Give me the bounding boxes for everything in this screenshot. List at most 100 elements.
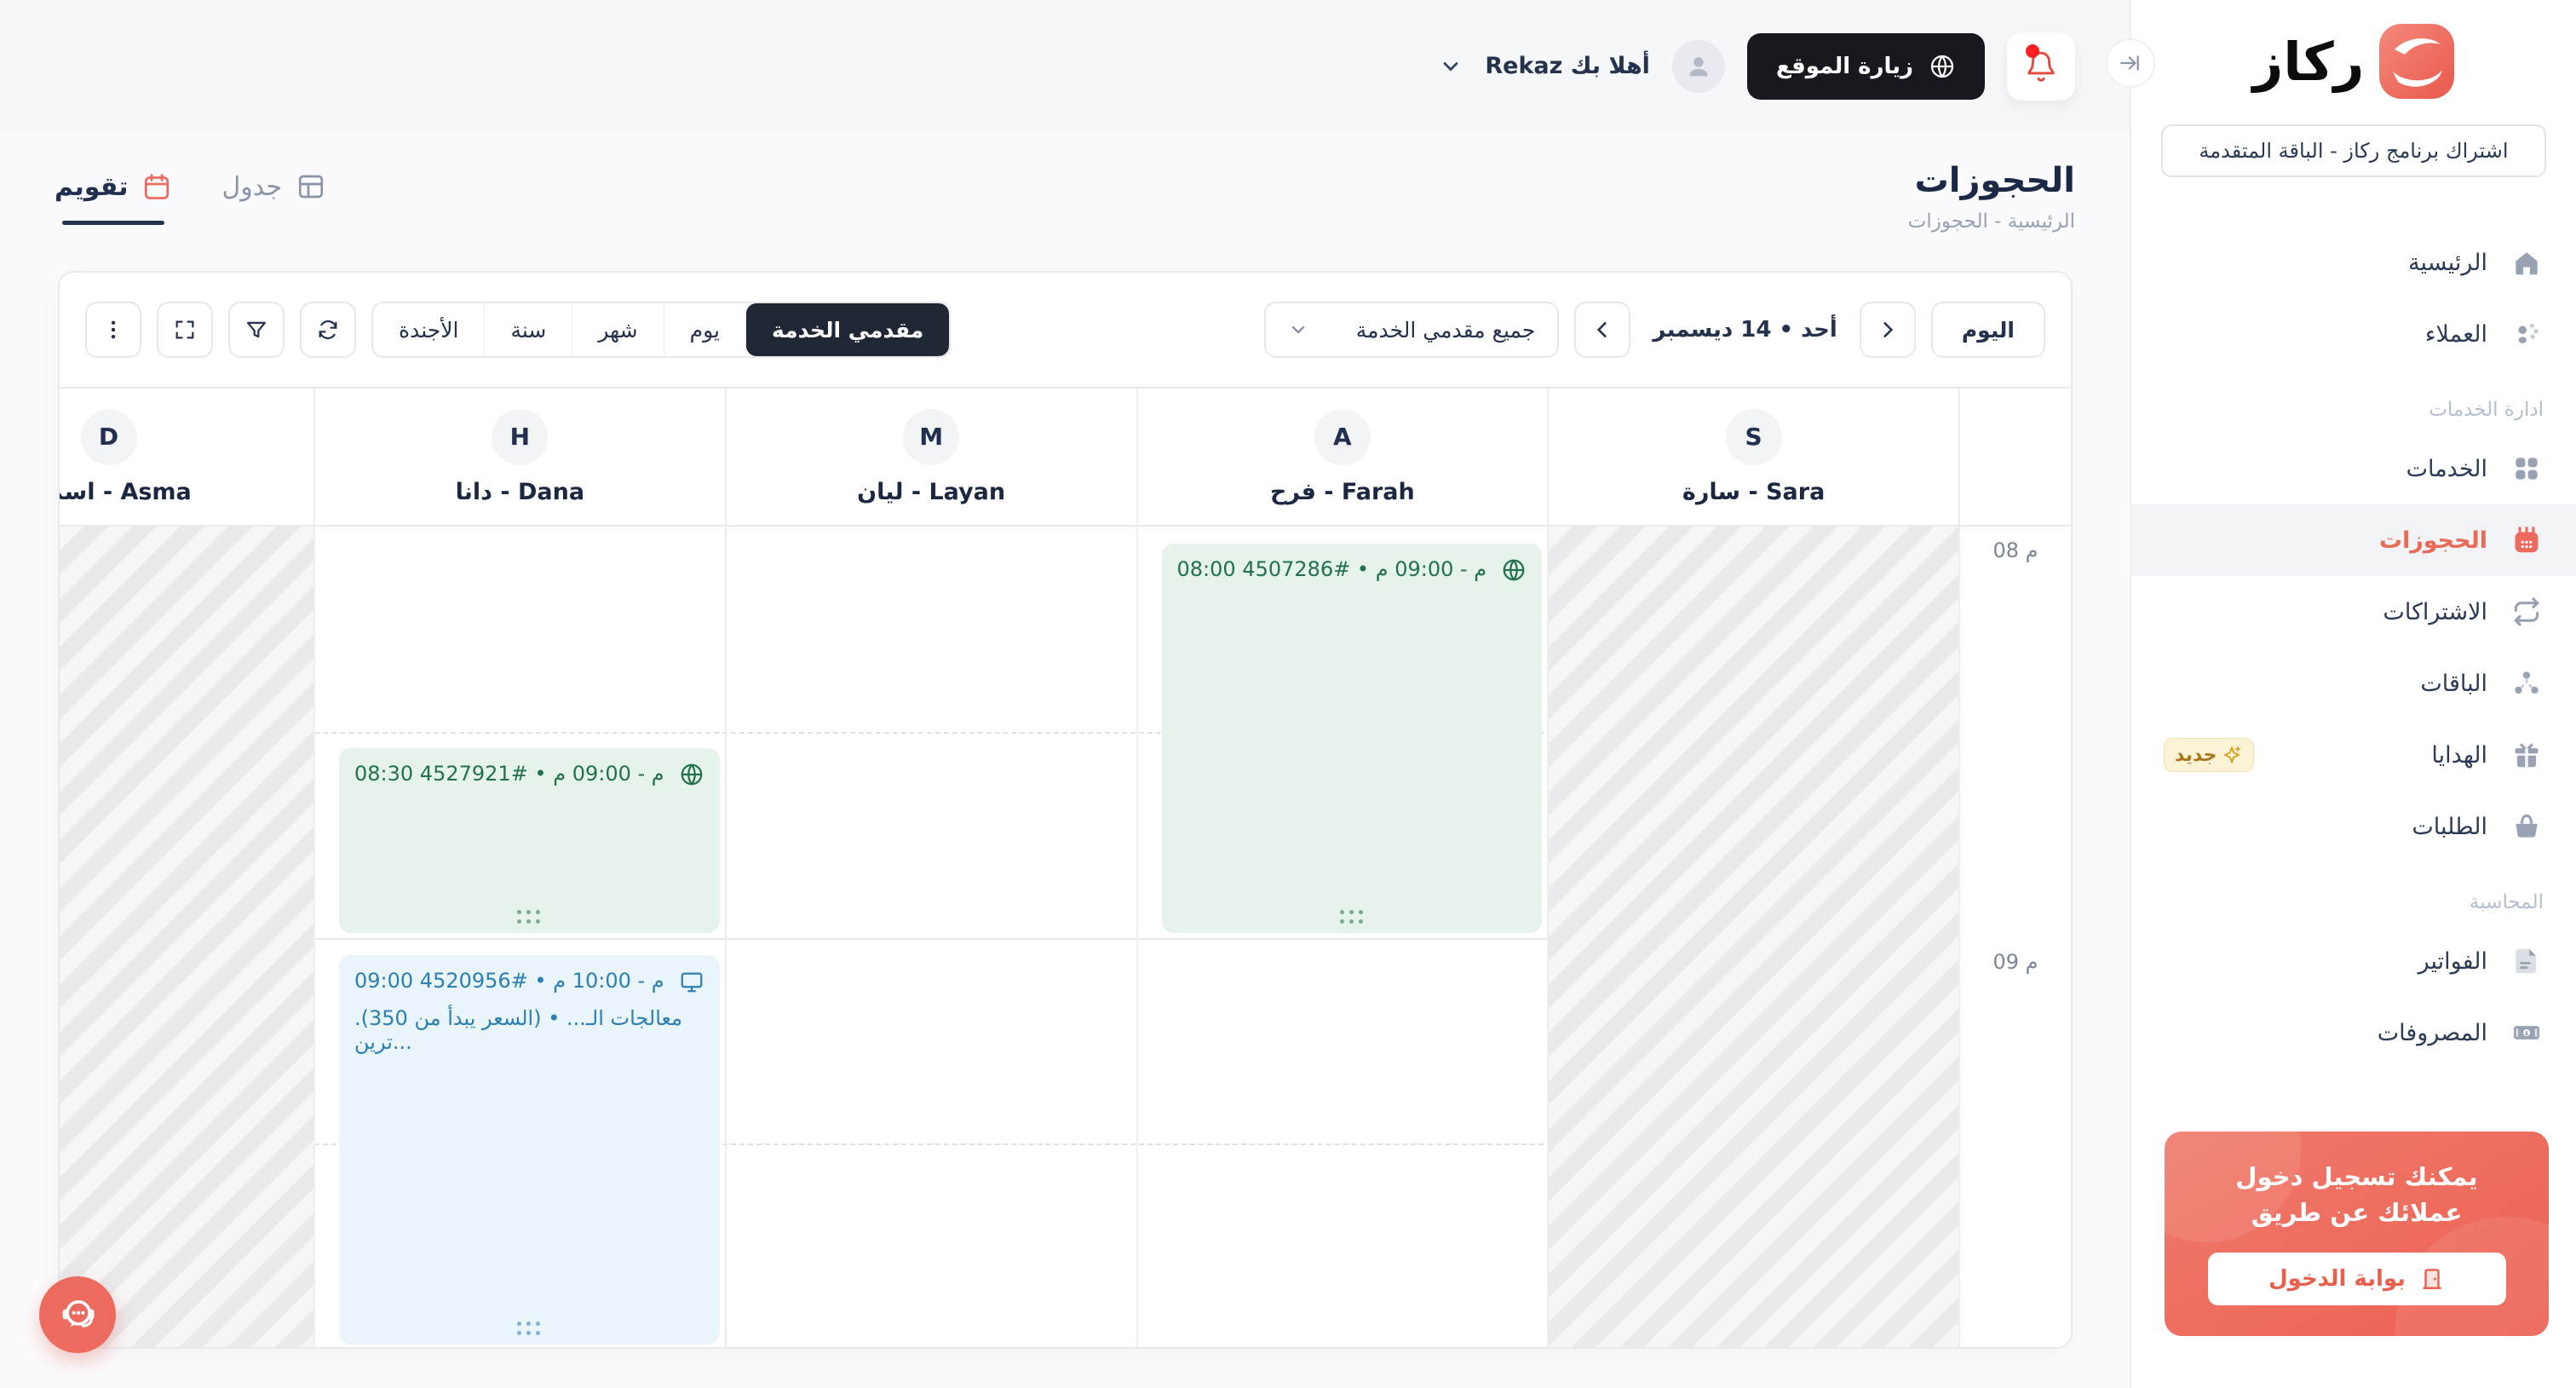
page-head: الحجوزات الرئيسية - الحجوزات	[1908, 161, 2075, 233]
sidebar-item-bookings[interactable]: الحجوزات	[2131, 504, 2576, 576]
column-sara-unavailable[interactable]	[1549, 527, 1960, 1347]
calendar-panel: اليوم أحد • 14 ديسمبر جميع مقدمي الخدمة	[58, 271, 2073, 1349]
sidebar-section-accounting: المحاسبة	[2469, 891, 2544, 913]
greeting-text: أهلا بك Rekaz	[1485, 53, 1650, 79]
time-label-8pm: 08 م	[1992, 538, 2038, 562]
provider-header-sara[interactable]: S سارة - Sara	[1549, 389, 1960, 525]
chevron-down-icon[interactable]	[1439, 55, 1463, 78]
view-mode-agenda[interactable]: الأجندة	[373, 303, 486, 356]
sidebar-item-subscriptions[interactable]: الاشتراكات	[2131, 576, 2576, 648]
provider-header-layan[interactable]: M ليان - Layan	[727, 389, 1138, 525]
booking-details: معالجات الـ... • (السعر يبدأ من 350). تر…	[354, 1006, 682, 1054]
sidebar-item-label: الرئيسية	[2408, 249, 2487, 276]
drag-handle[interactable]	[517, 910, 541, 924]
sidebar-item-gifts[interactable]: الهدايا جديد	[2131, 719, 2576, 791]
provider-header-row: D اسمى - Asma H دانا - Dana M ليان	[60, 389, 2071, 527]
view-mode-day[interactable]: يوم	[664, 303, 746, 356]
booking-card-4507286[interactable]: 08:00 م - 09:00 م • #4507286	[1161, 544, 1543, 933]
view-mode-year[interactable]: سنة	[485, 303, 573, 356]
provider-name: دانا - Dana	[455, 478, 585, 505]
packages-share-icon	[2510, 666, 2544, 700]
promo-text: يمكنك تسجيل دخول عملائك عن طريق	[2165, 1159, 2549, 1230]
provider-header-asma[interactable]: D اسمى - Asma	[60, 389, 315, 525]
avatar: H	[492, 408, 549, 465]
column-layan[interactable]	[727, 527, 1138, 1347]
client-portal-button[interactable]: بوابة الدخول	[2207, 1253, 2506, 1306]
person-icon	[1689, 56, 1708, 76]
monitor-icon	[679, 969, 704, 994]
bookings-calendar-icon	[2510, 523, 2544, 557]
provider-filter-value: جميع مقدمي الخدمة	[1355, 317, 1536, 343]
view-mode-month[interactable]: شهر	[572, 303, 664, 356]
sidebar-item-expenses[interactable]: المصروفات	[2131, 997, 2576, 1068]
avatar: M	[903, 408, 960, 465]
subscribe-plan-button[interactable]: اشتراك برنامج ركاز - الباقة المتقدمة	[2161, 124, 2546, 177]
avatar: D	[80, 408, 137, 465]
sidebar: ركاز اشتراك برنامج ركاز - الباقة المتقدم…	[2106, 0, 2576, 1388]
repeat-icon	[2510, 595, 2544, 629]
logo[interactable]: ركاز	[2131, 0, 2576, 99]
rekaz-logo-icon	[2379, 24, 2455, 99]
fullscreen-button[interactable]	[157, 302, 213, 358]
sidebar-item-label: الباقات	[2420, 670, 2487, 697]
globe-icon	[1501, 557, 1527, 583]
sidebar-section-services: ادارة الخدمات	[2429, 399, 2544, 421]
drag-handle[interactable]	[1339, 910, 1364, 924]
sidebar-item-label: الاشتراكات	[2383, 598, 2487, 625]
booking-title: 09:00 م - 10:00 م • #4520956	[354, 969, 664, 993]
sidebar-item-label: الهدايا	[2431, 741, 2487, 769]
calendar-grid: 08:30 م - 09:00 م • #4527921 09:00 م - 1…	[60, 527, 2071, 1347]
sidebar-item-customers[interactable]: العملاء	[2131, 298, 2576, 370]
sidebar-item-services[interactable]: الخدمات	[2131, 433, 2576, 504]
filter-button[interactable]	[228, 302, 285, 358]
provider-name: ليان - Layan	[857, 478, 1006, 505]
client-portal-promo-card: يمكنك تسجيل دخول عملائك عن طريق بوابة ال…	[2165, 1132, 2549, 1336]
tab-calendar[interactable]: تقويم	[55, 171, 172, 225]
client-portal-button-label: بوابة الدخول	[2268, 1266, 2406, 1293]
sidebar-collapse-button[interactable]	[2106, 38, 2155, 88]
date-nav-cluster: اليوم أحد • 14 ديسمبر جميع مقدمي الخدمة	[1263, 302, 2045, 358]
drag-handle[interactable]	[517, 1322, 541, 1336]
main-area: زيارة الموقع أهلا بك Rekaz الحجوزات الرئ…	[39, 32, 2075, 1353]
notifications-button[interactable]	[2007, 32, 2075, 101]
globe-icon	[1929, 53, 1956, 80]
provider-name: سارة - Sara	[1682, 478, 1826, 505]
column-dana[interactable]: 08:30 م - 09:00 م • #4527921 09:00 م - 1…	[315, 527, 727, 1347]
bell-icon	[2025, 50, 2057, 83]
column-farah[interactable]: 08:00 م - 09:00 م • #4507286	[1138, 527, 1550, 1347]
visit-site-button[interactable]: زيارة الموقع	[1746, 32, 1985, 100]
services-grid-icon	[2510, 452, 2544, 486]
provider-header-farah[interactable]: A فرح - Farah	[1138, 389, 1550, 525]
booking-card-4520956[interactable]: 09:00 م - 10:00 م • #4520956 معالجات الـ…	[339, 955, 720, 1345]
breadcrumb[interactable]: الرئيسية - الحجوزات	[1907, 210, 2075, 233]
column-asma-unavailable[interactable]	[60, 527, 315, 1347]
view-mode-providers[interactable]: مقدمي الخدمة	[745, 303, 950, 356]
home-icon	[2510, 245, 2544, 279]
booking-card-4527921[interactable]: 08:30 م - 09:00 م • #4527921	[339, 748, 720, 933]
rekaz-logo-text: ركاز	[2252, 30, 2366, 93]
avatar: A	[1314, 408, 1371, 465]
view-tabs: تقويم جدول	[55, 171, 326, 225]
provider-filter-dropdown[interactable]: جميع مقدمي الخدمة	[1263, 302, 1560, 358]
sidebar-item-label: المصروفات	[2377, 1019, 2487, 1046]
support-chat-button[interactable]	[39, 1276, 116, 1353]
sidebar-item-home[interactable]: الرئيسية	[2131, 227, 2576, 298]
orders-basket-icon	[2510, 809, 2544, 844]
more-options-button[interactable]	[85, 302, 141, 358]
user-avatar[interactable]	[1671, 39, 1725, 93]
today-button[interactable]: اليوم	[1930, 302, 2045, 358]
refresh-button[interactable]	[300, 302, 356, 358]
sidebar-item-invoices[interactable]: الفواتير	[2131, 925, 2576, 997]
provider-header-dana[interactable]: H دانا - Dana	[315, 389, 727, 525]
previous-day-button[interactable]	[1574, 302, 1631, 358]
provider-name: فرح - Farah	[1269, 478, 1415, 505]
new-badge: جديد	[2164, 738, 2254, 772]
tab-table[interactable]: جدول	[221, 171, 326, 225]
active-tab-underline	[62, 221, 165, 225]
sidebar-item-packages[interactable]: الباقات	[2131, 648, 2576, 719]
next-day-button[interactable]	[1859, 302, 1916, 358]
time-label-9pm: 09 م	[1992, 950, 2038, 974]
view-switch-cluster: مقدمي الخدمة يوم شهر سنة الأجندة	[85, 302, 952, 358]
sidebar-item-orders[interactable]: الطلبات	[2131, 791, 2576, 862]
